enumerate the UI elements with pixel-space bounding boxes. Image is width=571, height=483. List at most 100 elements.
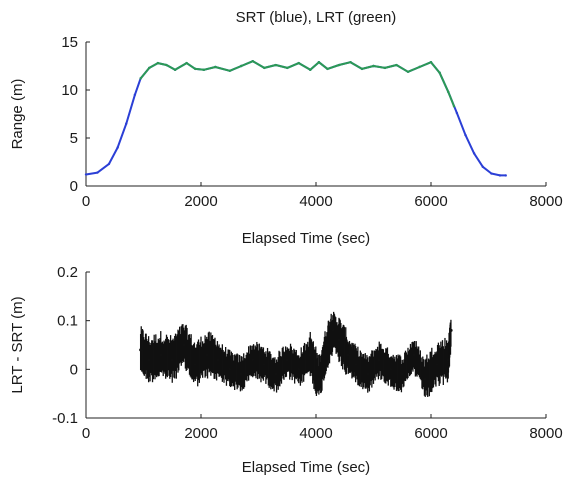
y-tick-label: -0.1 [52,410,78,427]
data-point-difference [182,343,186,347]
x-tick-label: 8000 [529,425,562,442]
data-point-lrt [228,69,231,73]
data-point-srt [116,146,119,149]
data-point-difference [274,372,278,376]
data-point-lrt [429,60,433,64]
y-tick-label: 0.2 [57,264,78,281]
y-tick-label: 15 [61,34,78,51]
series-line-lrt [139,60,455,107]
x-axis-label: Elapsed Time (sec) [242,459,370,476]
data-point-difference [285,358,289,362]
data-point-difference [159,353,163,357]
x-axis-label: Elapsed Time (sec) [242,230,370,247]
data-point-lrt [337,63,341,67]
y-tick-label: 0 [70,361,78,378]
data-point-lrt [309,68,312,72]
x-tick-label: 8000 [529,193,562,210]
data-point-difference [377,358,381,362]
data-point-difference [170,358,174,362]
x-tick-label: 0 [82,193,90,210]
data-point-lrt [438,71,441,74]
data-point-srt [498,174,502,177]
data-point-difference [366,372,370,376]
x-tick-label: 6000 [414,193,447,210]
difference-point-cloud [139,311,452,397]
data-point-lrt [383,66,387,70]
data-point-difference [216,358,220,362]
range-plot: 0 2000 4000 6000 8000 0 5 10 15 SRT (blue), LRT (… [9,9,563,247]
data-point-srt [107,162,111,166]
data-point-difference [435,362,439,366]
data-point-lrt [317,60,321,64]
data-point-lrt [286,66,289,70]
data-point-srt [490,172,493,175]
data-point-difference [139,348,143,352]
data-point-lrt [326,67,329,71]
data-point-lrt [372,64,375,68]
data-point-difference [193,362,197,366]
data-point-difference [389,367,393,371]
data-point-difference [337,338,341,342]
data-point-srt [96,171,99,174]
data-point-difference [228,367,232,371]
data-point-lrt [274,63,277,67]
data-point-lrt [139,77,142,80]
y-tick-label: 0.1 [57,313,78,330]
data-point-difference [147,358,151,362]
data-point-lrt [156,61,160,65]
data-point-difference [239,372,243,376]
x-tick-label: 0 [82,425,90,442]
y-tick-label: 0 [70,178,78,195]
data-point-srt [464,133,467,137]
data-point-lrt [406,70,410,73]
x-tick-label: 4000 [299,425,332,442]
data-point-lrt [360,67,364,71]
data-point-difference [412,353,416,357]
data-point-difference [449,328,453,332]
data-point-lrt [240,64,243,68]
data-point-lrt [173,68,177,72]
data-point-lrt [214,65,217,69]
data-point-difference [297,367,301,371]
x-tick-label: 2000 [184,193,217,210]
data-point-difference [423,377,427,381]
data-point-difference [331,328,335,332]
data-point-lrt [202,68,206,72]
data-point-difference [354,362,358,366]
data-point-srt [84,173,88,176]
data-point-lrt [148,66,151,70]
data-point-srt [133,93,137,97]
data-point-difference [205,353,209,357]
data-point-lrt [251,60,254,63]
y-tick-label: 10 [61,82,78,99]
data-point-lrt [395,63,398,67]
y-axis-label: Range (m) [9,79,26,150]
data-point-difference [326,343,329,347]
data-point-srt [504,174,507,177]
x-tick-label: 6000 [414,425,447,442]
data-point-lrt [185,61,188,65]
y-tick-label: 5 [70,130,78,147]
x-tick-label: 4000 [299,193,332,210]
data-point-difference [346,353,350,357]
chart-title: SRT (blue), LRT (green) [236,9,397,26]
data-point-difference [308,353,312,357]
data-point-lrt [297,61,300,65]
data-point-lrt [194,67,197,71]
data-point-difference [262,362,266,366]
data-point-srt [472,152,476,155]
y-axis-label: LRT - SRT (m) [9,296,26,393]
data-point-lrt [418,65,421,69]
data-point-lrt [263,66,266,70]
data-point-lrt [165,63,168,67]
data-point-srt [455,111,459,115]
x-tick-label: 2000 [184,425,217,442]
data-point-difference [400,372,404,376]
data-point-srt [481,165,484,168]
data-point-lrt [452,105,456,108]
data-point-difference [251,358,255,362]
data-point-difference [317,377,321,381]
